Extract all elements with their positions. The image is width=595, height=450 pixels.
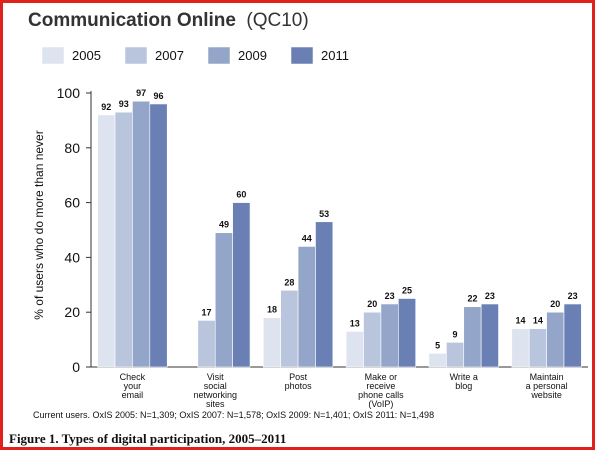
chart-title: Communication Online (QC10) <box>28 10 309 31</box>
value-label-2-2007: 28 <box>284 277 294 287</box>
value-label-2-2009: 44 <box>302 233 312 243</box>
bar-1-2009 <box>214 232 233 368</box>
bar-1-2011 <box>232 202 251 368</box>
value-labels: 92 93 97 96 17 49 60 18 28 44 53 13 20 23 25 5 9 22 23 14 14… <box>101 88 577 350</box>
value-label-5-2005: 14 <box>515 316 525 326</box>
bar-4-2011 <box>480 303 499 368</box>
value-label-3-2009: 23 <box>385 291 395 301</box>
value-label-0-2009: 97 <box>136 88 146 98</box>
y-tick-label-0: 0 <box>72 359 80 375</box>
category-label-0: Check your email <box>120 372 146 400</box>
legend-label-2007: 2007 <box>155 48 184 63</box>
value-label-1-2011: 60 <box>236 190 246 200</box>
value-label-4-2011: 23 <box>485 291 495 301</box>
bar-3-2011 <box>398 298 417 368</box>
bar-0-2007 <box>114 111 133 368</box>
bar-5-2009 <box>546 311 565 368</box>
value-label-5-2007: 14 <box>533 316 543 326</box>
value-label-4-2007: 9 <box>453 329 458 339</box>
value-label-5-2009: 20 <box>550 299 560 309</box>
bar-4-2005 <box>428 352 447 368</box>
bar-0-2009 <box>132 100 151 368</box>
value-label-3-2007: 20 <box>367 299 377 309</box>
bar-2-2007 <box>280 289 299 368</box>
legend-swatch-2011 <box>290 46 314 65</box>
y-axis-label: % of users who do more than never <box>32 130 46 319</box>
value-label-3-2005: 13 <box>350 318 360 328</box>
bar-2-2009 <box>297 246 316 368</box>
legend-swatch-2007 <box>124 46 148 65</box>
y-axis: 0 20 40 60 80 100 <box>57 85 588 375</box>
bar-3-2007 <box>363 311 382 368</box>
legend-swatch-2009 <box>207 46 231 65</box>
y-tick-label-40: 40 <box>64 249 80 265</box>
value-label-3-2011: 25 <box>402 286 412 296</box>
bar-4-2007 <box>446 342 465 368</box>
value-label-0-2011: 96 <box>154 91 164 101</box>
value-label-4-2009: 22 <box>467 294 477 304</box>
bar-1-2007 <box>197 320 216 368</box>
value-label-2-2011: 53 <box>319 209 329 219</box>
value-label-0-2005: 92 <box>101 102 111 112</box>
bars <box>97 100 582 368</box>
category-label-3: Make or receive phone calls (VoIP) <box>358 372 404 409</box>
bar-2-2005 <box>262 317 281 368</box>
bar-5-2007 <box>528 328 547 368</box>
y-tick-label-80: 80 <box>64 140 80 156</box>
value-label-1-2009: 49 <box>219 220 229 230</box>
bar-0-2005 <box>97 114 116 368</box>
value-label-0-2007: 93 <box>119 99 129 109</box>
y-tick-label-20: 20 <box>64 304 80 320</box>
value-label-2-2005: 18 <box>267 305 277 315</box>
category-label-5: Maintain a personal website <box>526 372 568 400</box>
bar-0-2011 <box>149 103 168 368</box>
value-label-1-2007: 17 <box>202 307 212 317</box>
sample-note: Current users. OxIS 2005: N=1,309; OxIS … <box>33 410 434 420</box>
category-label-4: Write a blog <box>450 372 478 391</box>
bar-2-2011 <box>315 221 334 368</box>
legend-swatch-2005 <box>41 46 65 65</box>
bar-5-2005 <box>511 328 530 368</box>
category-label-1: Visit social networking sites <box>193 372 237 409</box>
category-label-2: Post photos <box>285 372 313 391</box>
bar-3-2005 <box>345 331 364 368</box>
bar-chart: Communication Online (QC10) 2005 2007 2009… <box>28 10 588 420</box>
figure-caption: Figure 1. Types of digital participation… <box>9 431 287 446</box>
value-label-5-2011: 23 <box>568 291 578 301</box>
category-labels: Check your email Visit social networking sites… <box>120 372 568 409</box>
legend-label-2009: 2009 <box>238 48 267 63</box>
legend-label-2005: 2005 <box>72 48 101 63</box>
value-label-4-2005: 5 <box>435 340 440 350</box>
chart-title-sub: (QC10) <box>246 10 308 31</box>
bar-4-2009 <box>463 306 482 368</box>
chart-title-main: Communication Online <box>28 10 236 31</box>
y-tick-label-60: 60 <box>64 195 80 211</box>
legend-label-2011: 2011 <box>321 48 349 63</box>
bar-3-2009 <box>380 303 399 368</box>
legend: 2005 2007 2009 2011 <box>41 46 349 65</box>
y-tick-label-100: 100 <box>57 85 81 101</box>
bar-5-2011 <box>563 303 582 368</box>
